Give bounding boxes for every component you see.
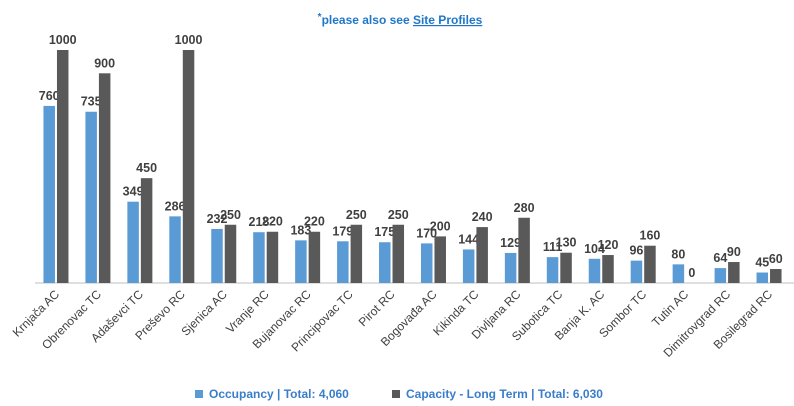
data-label: 735	[81, 95, 102, 109]
bar	[350, 224, 363, 283]
data-label: 45	[755, 256, 769, 270]
x-tick-label: Pirot RC	[356, 287, 398, 329]
bar	[602, 255, 614, 283]
bar	[169, 216, 181, 283]
bar	[56, 50, 69, 283]
data-label: 160	[640, 229, 661, 243]
data-label: 80	[671, 247, 685, 261]
data-label: 129	[500, 236, 521, 250]
data-label: 90	[727, 245, 741, 259]
data-label: 450	[136, 161, 157, 175]
bar	[630, 260, 643, 283]
legend-label: Capacity - Long Term | Total: 6,030	[406, 387, 603, 401]
data-label: 232	[207, 212, 228, 226]
bar	[224, 224, 237, 283]
data-label: 175	[374, 225, 395, 239]
bar	[560, 252, 572, 283]
data-label: 179	[332, 224, 353, 238]
bar	[337, 241, 349, 283]
bar	[295, 240, 307, 283]
data-label: 218	[249, 215, 270, 229]
data-label: 760	[39, 89, 60, 103]
note-text: please also see	[322, 13, 410, 27]
bar	[728, 262, 740, 283]
legend-swatch	[392, 390, 400, 398]
bar	[770, 269, 782, 283]
bar	[504, 252, 517, 283]
legend-swatch	[195, 390, 203, 398]
bar	[518, 217, 530, 283]
bar	[462, 249, 475, 283]
data-label: 250	[346, 208, 367, 222]
legend-label: Occupancy | Total: 4,060	[209, 387, 349, 401]
data-label: 220	[304, 215, 325, 229]
bar	[588, 258, 601, 283]
data-label: 1000	[49, 33, 77, 47]
bar	[182, 50, 195, 283]
bar	[379, 242, 391, 283]
bar	[253, 232, 265, 283]
note-mark: *	[318, 12, 322, 23]
data-label: 96	[629, 244, 643, 258]
data-label: 250	[388, 208, 409, 222]
bar	[211, 228, 223, 283]
bar	[140, 178, 153, 283]
bar	[127, 201, 139, 283]
data-label: 0	[688, 266, 695, 280]
bar	[476, 227, 488, 283]
bar	[98, 73, 111, 283]
data-label: 1000	[175, 33, 203, 47]
note: *please also see Site Profiles	[318, 12, 483, 27]
data-label: 286	[165, 199, 186, 213]
data-label: 130	[556, 236, 577, 250]
data-label: 183	[290, 223, 311, 237]
data-label: 104	[584, 242, 605, 256]
site-profiles-link[interactable]: Site Profiles	[413, 13, 483, 27]
data-label: 280	[514, 201, 535, 215]
data-label: 220	[262, 215, 283, 229]
data-label: 900	[94, 56, 115, 70]
bar	[266, 231, 279, 283]
bar	[546, 257, 559, 283]
bar	[644, 245, 656, 283]
bar	[756, 272, 769, 283]
bar	[85, 111, 97, 284]
bar	[308, 231, 321, 283]
data-label: 240	[472, 210, 493, 224]
bar	[434, 236, 446, 283]
x-tick-label: Sjenica AC	[178, 287, 230, 339]
bar	[392, 224, 405, 283]
bar	[420, 243, 433, 283]
data-label: 120	[598, 238, 619, 252]
x-tick-label: Tutin AC	[649, 287, 691, 329]
data-label: 111	[543, 240, 563, 254]
data-label: 349	[123, 185, 144, 199]
data-label: 64	[713, 251, 727, 265]
data-label: 144	[458, 232, 479, 246]
bar	[43, 105, 55, 283]
data-label: 170	[416, 226, 437, 240]
bar	[714, 268, 727, 283]
data-label: 200	[430, 219, 451, 233]
bar	[672, 264, 685, 283]
data-label: 60	[769, 252, 783, 266]
data-label: 250	[220, 208, 241, 222]
